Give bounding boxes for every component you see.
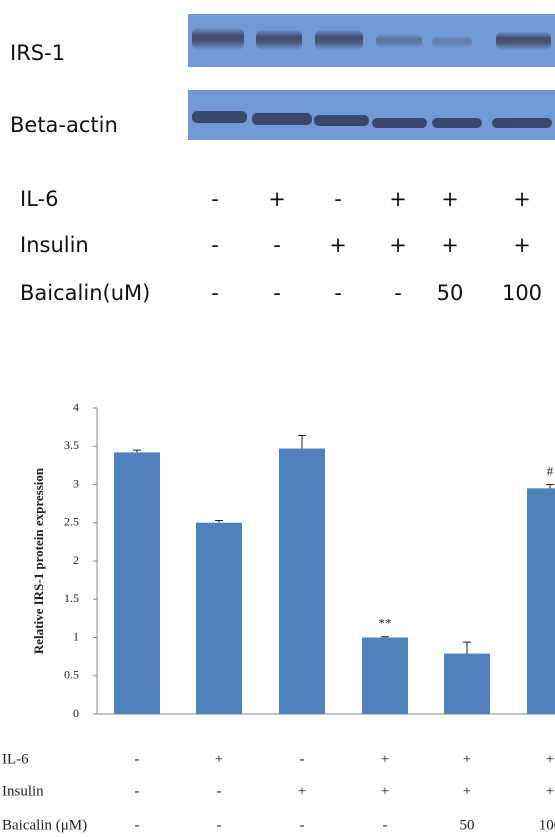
row-value: - — [273, 281, 281, 305]
condition-value: 50 — [460, 817, 475, 833]
condition-label: Insulin — [2, 783, 44, 799]
condition-value: + — [298, 783, 306, 799]
error-bar — [381, 637, 389, 638]
condition-value: + — [546, 751, 554, 767]
row-label: IL-6 — [20, 187, 58, 211]
condition-label: Baicalin (μM) — [2, 817, 87, 833]
figure: IRS-1 Beta-actin IL-6 - + - + + + Insulin - - + + + +… — [0, 0, 555, 837]
condition-value: + — [381, 751, 389, 767]
error-bar — [463, 642, 471, 653]
y-tick-label: 3 — [73, 476, 79, 490]
annotation: # — [547, 463, 554, 478]
page: IRS-1 Beta-actin IL-6 - + - + + + Insulin - - + + + +… — [0, 0, 555, 837]
row-value: + — [329, 233, 347, 257]
condition-value: + — [463, 751, 471, 767]
error-bar — [546, 485, 554, 489]
bar — [196, 523, 242, 714]
row-value: - — [211, 233, 219, 257]
row-value: + — [513, 233, 531, 257]
row-value: + — [441, 233, 459, 257]
condition-value: - — [300, 751, 305, 767]
y-tick-label: 2 — [73, 553, 79, 567]
y-tick-label: 1 — [73, 629, 79, 643]
error-bar — [133, 450, 141, 452]
row-value: - — [394, 281, 402, 305]
condition-value: + — [215, 751, 223, 767]
row-value: + — [389, 187, 407, 211]
condition-label: IL-6 — [2, 751, 29, 767]
row-value: - — [334, 281, 342, 305]
y-tick-label: 4 — [73, 400, 79, 414]
row-value: - — [211, 187, 219, 211]
row-value: + — [268, 187, 286, 211]
band-label: Beta-actin — [10, 113, 118, 137]
bar — [279, 449, 325, 714]
condition-value: + — [463, 783, 471, 799]
row-label: Insulin — [20, 233, 89, 257]
row-value: - — [334, 187, 342, 211]
annotation: ** — [379, 616, 392, 631]
condition-value: 100 — [539, 817, 555, 833]
error-bar — [298, 436, 306, 449]
row-value: - — [211, 281, 219, 305]
chart: Relative IRS-1 protein expression 0 0.5 1 1… — [2, 400, 555, 834]
band-label: IRS-1 — [10, 41, 65, 65]
row-value: + — [513, 187, 531, 211]
error-bar — [215, 520, 223, 522]
row-value: + — [441, 187, 459, 211]
bar — [114, 452, 160, 714]
y-axis-label: Relative IRS-1 protein expression — [31, 467, 46, 654]
condition-value: - — [135, 817, 140, 833]
row-value: + — [389, 233, 407, 257]
row-label: Baicalin(uM) — [20, 281, 150, 305]
condition-value: + — [381, 783, 389, 799]
bar — [527, 488, 555, 714]
bar — [444, 654, 490, 714]
y-tick-label: 3.5 — [64, 438, 79, 452]
western-blot: IRS-1 Beta-actin IL-6 - + - + + + Insulin - - + + + +… — [10, 14, 555, 305]
y-tick-label: 2.5 — [64, 515, 79, 529]
bar — [362, 638, 408, 715]
condition-value: - — [300, 817, 305, 833]
y-tick-label: 0 — [73, 706, 79, 720]
condition-value: - — [135, 751, 140, 767]
row-value: 50 — [437, 281, 464, 305]
condition-value: - — [135, 783, 140, 799]
condition-value: - — [217, 817, 222, 833]
y-tick-label: 0.5 — [64, 668, 79, 682]
condition-value: + — [546, 783, 554, 799]
y-tick-label: 1.5 — [64, 591, 79, 605]
condition-value: - — [217, 783, 222, 799]
row-value: - — [273, 233, 281, 257]
row-value: 100 — [502, 281, 542, 305]
condition-value: - — [383, 817, 388, 833]
